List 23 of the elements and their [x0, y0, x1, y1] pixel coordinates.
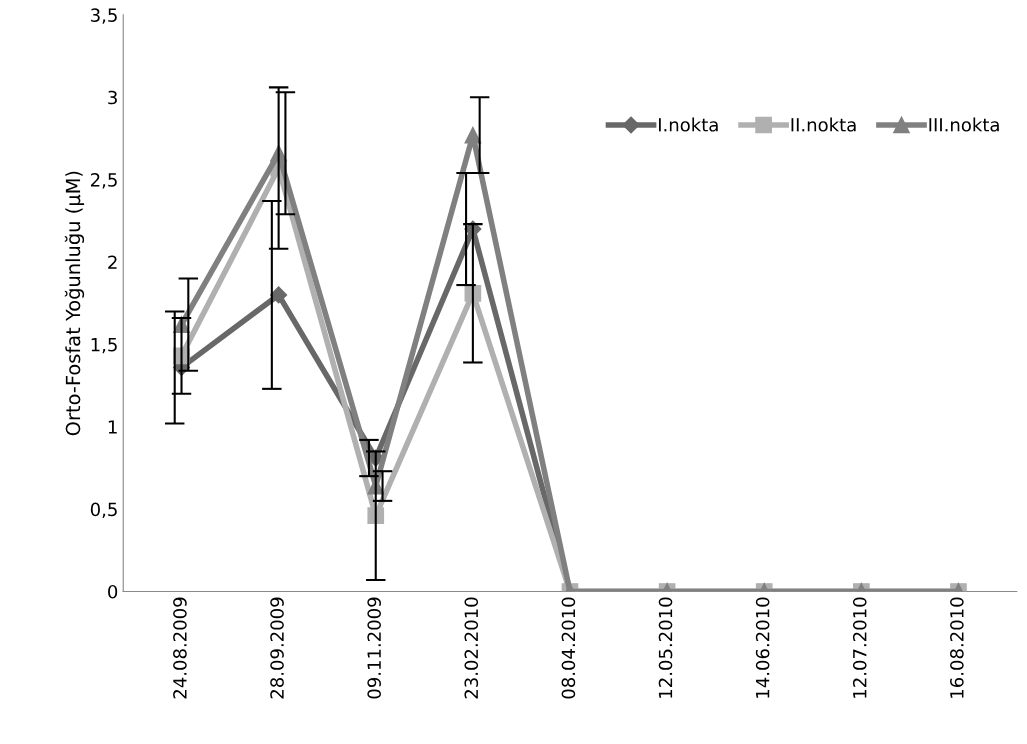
- y-tick-label: 2: [108, 255, 117, 269]
- x-tick-label: 14.06.2010: [755, 597, 770, 698]
- x-tick-label: 09.11.2009: [367, 597, 381, 699]
- x-tick-label: 23.02.2010: [464, 597, 479, 699]
- y-tick-label: 1: [108, 420, 117, 434]
- y-tick-label: 1,5: [91, 338, 117, 354]
- x-tick-label: 28.09.2009: [270, 597, 284, 699]
- y-tick-label: 3,5: [91, 8, 117, 24]
- y-axis-title: Orto-Fosfat Yoğunluğu (µM): [64, 171, 85, 436]
- legend-label: I.nokta: [658, 117, 718, 132]
- legend-label: II.nokta: [791, 117, 856, 132]
- x-tick-label: 08.04.2010: [561, 597, 576, 699]
- point: [270, 286, 288, 304]
- y-tick-label: 3: [108, 90, 117, 105]
- x-tick-label: 12.07.2010: [852, 597, 867, 698]
- x-tick-label: 16.08.2010: [950, 597, 964, 698]
- y-tick-label: 0: [108, 584, 118, 599]
- x-tick-label: 24.08.2009: [173, 597, 187, 699]
- y-tick-label: 2,5: [90, 173, 117, 189]
- legend-label: III.nokta: [929, 117, 999, 132]
- x-tick-label: 12.05.2010: [658, 597, 673, 698]
- point: [464, 126, 482, 144]
- y-tick-label: 0,5: [90, 502, 117, 519]
